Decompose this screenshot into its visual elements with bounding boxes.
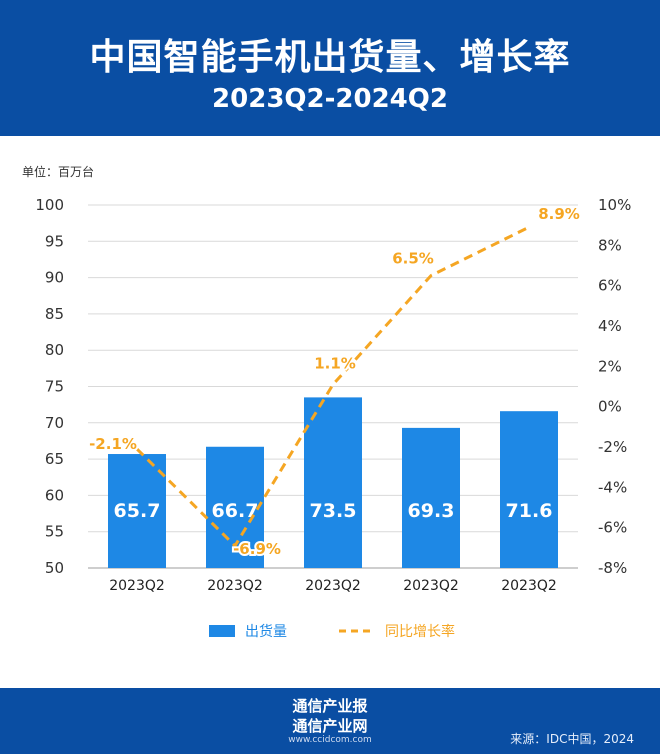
growth-rate-line — [135, 225, 530, 548]
legend-label-shipments: 出货量 — [245, 623, 287, 640]
x-axis-tick-label: 2023Q2 — [501, 578, 557, 594]
right-axis-tick-label: 0% — [598, 398, 622, 416]
bar-value-label: 65.7 — [114, 500, 161, 522]
growth-rate-label: 1.1% — [314, 354, 356, 372]
right-axis-tick-label: 2% — [598, 357, 622, 375]
bar — [500, 411, 558, 568]
right-axis-tick-label: -2% — [598, 438, 627, 456]
combo-chart: 50 55 60 65 70 75 80 85 90 95 100 -8% -6% -4% -2% 0% 2% 4… — [35, 196, 631, 640]
growth-rate-label: -2.1% — [89, 435, 137, 453]
footer-banner: 通信产业报 通信产业网 www.ccidcom.com 来源：IDC中国，202… — [0, 688, 660, 754]
right-axis-tick-label: 8% — [598, 236, 622, 254]
left-axis-tick-label: 70 — [45, 414, 64, 432]
right-axis-tick-label: 10% — [598, 196, 631, 214]
right-axis-tick-label: -4% — [598, 478, 627, 496]
bar — [108, 454, 166, 568]
brand-name-primary: 通信产业报 — [292, 697, 368, 715]
x-axis-tick-label: 2023Q2 — [403, 578, 459, 594]
unit-label: 单位：百万台 — [22, 165, 95, 179]
bar-value-label: 66.7 — [212, 500, 259, 522]
right-axis-tick-label: -8% — [598, 559, 627, 577]
header-banner: 中国智能手机出货量、增长率 2023Q2-2024Q2 — [0, 0, 660, 136]
bar — [206, 446, 264, 568]
left-axis-tick-label: 75 — [45, 378, 64, 396]
brand-name-secondary: 通信产业网 — [292, 717, 368, 735]
legend-label-growth: 同比增长率 — [385, 623, 455, 640]
right-axis-tick-label: 4% — [598, 317, 622, 335]
left-axis-tick-label: 85 — [45, 305, 64, 323]
x-axis-tick-label: 2023Q2 — [109, 578, 165, 594]
growth-rate-label: -6.9% — [233, 540, 281, 558]
x-axis-tick-label: 2023Q2 — [207, 578, 263, 594]
brand-url: www.ccidcom.com — [288, 735, 372, 745]
left-axis-tick-label: 60 — [45, 486, 64, 504]
right-axis-tick-label: -6% — [598, 519, 627, 537]
growth-rate-label: 6.5% — [392, 250, 434, 268]
bar-value-label: 71.6 — [506, 500, 553, 522]
legend-swatch-shipments — [209, 625, 235, 637]
left-axis-tick-label: 100 — [35, 196, 64, 214]
left-axis-tick-label: 50 — [45, 559, 64, 577]
bar — [402, 427, 460, 568]
x-axis-tick-label: 2023Q2 — [305, 578, 361, 594]
bar-value-label: 73.5 — [310, 500, 357, 522]
chart-title: 中国智能手机出货量、增长率 — [89, 37, 571, 78]
left-axis-tick-label: 65 — [45, 450, 64, 468]
bar-value-label: 69.3 — [408, 500, 455, 522]
source-note: 来源：IDC中国，2024 — [510, 732, 634, 746]
left-axis-tick-label: 95 — [45, 232, 64, 250]
left-axis-tick-label: 90 — [45, 269, 64, 287]
right-axis-tick-label: 6% — [598, 277, 622, 295]
left-axis-tick-label: 55 — [45, 523, 64, 541]
growth-rate-label: 8.9% — [538, 205, 580, 223]
bar — [304, 397, 362, 568]
left-axis-tick-label: 80 — [45, 341, 64, 359]
chart-subtitle: 2023Q2-2024Q2 — [212, 84, 448, 114]
